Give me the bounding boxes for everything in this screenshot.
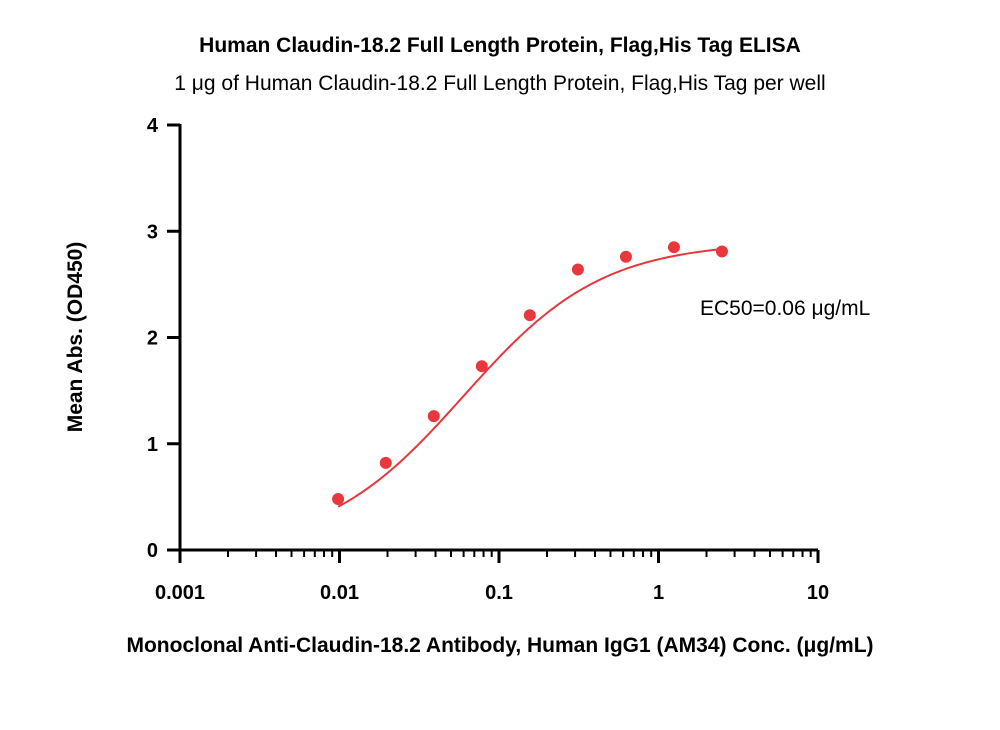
y-tick-label: 0: [147, 540, 158, 562]
data-point: [523, 309, 536, 322]
x-axis-label: Monoclonal Anti-Claudin-18.2 Antibody, H…: [126, 634, 874, 657]
data-point: [619, 250, 632, 263]
x-tick-label: 1: [653, 582, 664, 604]
x-tick-label: 0.001: [155, 582, 205, 604]
x-tick-label: 0.1: [485, 582, 513, 604]
data-point: [571, 263, 584, 276]
data-point: [427, 410, 440, 423]
chart-title: Human Claudin-18.2 Full Length Protein, …: [199, 34, 801, 57]
y-tick-label: 1: [147, 434, 158, 456]
data-point: [379, 456, 392, 469]
data-point: [475, 360, 488, 373]
axes: 0 1 2 3 4 0.001 0.01 0.1 1 10: [147, 115, 829, 604]
y-tick-label: 3: [147, 221, 158, 243]
x-tick-label: 10: [807, 582, 829, 604]
fit-curve-group: [337, 248, 723, 508]
data-point: [332, 493, 345, 505]
data-point: [667, 241, 680, 254]
y-tick-label: 4: [147, 115, 159, 137]
x-tick-label: 0.01: [320, 582, 359, 604]
data-point: [715, 245, 728, 258]
fit-curve: [337, 248, 723, 508]
y-tick-label: 2: [147, 328, 158, 350]
data-points: [332, 241, 728, 505]
chart-subtitle: 1 μg of Human Claudin-18.2 Full Length P…: [174, 72, 826, 95]
ec50-annotation: EC50=0.06 μg/mL: [700, 297, 871, 320]
